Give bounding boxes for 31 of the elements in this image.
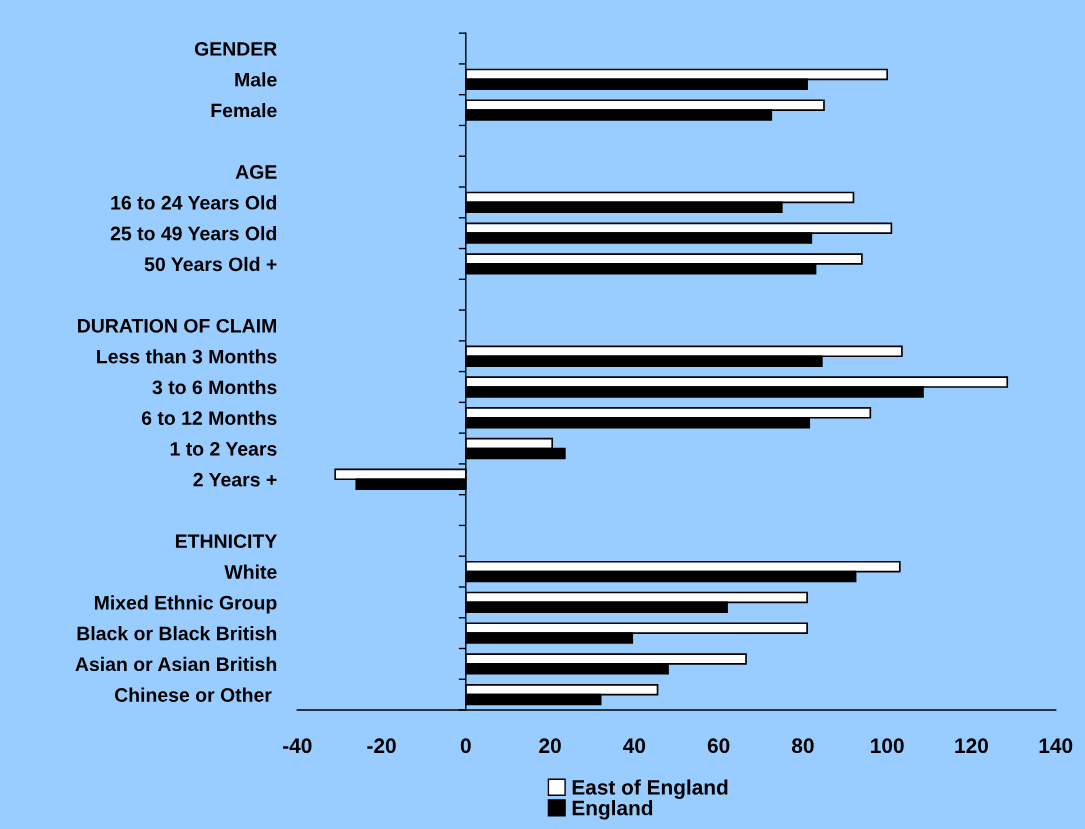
y-tick-label: Asian or Asian British — [75, 656, 277, 672]
y-tick-label: 2 Years + — [193, 472, 277, 487]
x-tick-label: -20 — [367, 738, 396, 754]
y-tick-label: Mixed Ethnic Group — [94, 595, 277, 614]
y-tick-label: Male — [235, 72, 277, 87]
x-tick-label: 60 — [707, 738, 730, 754]
y-tick-label: DURATION OF CLAIM — [78, 318, 276, 333]
x-tick-label: -40 — [283, 738, 312, 754]
y-tick-label: Chinese or Other — [114, 687, 272, 702]
y-tick-label: Black or Black British — [77, 626, 277, 641]
y-tick-label: White — [224, 564, 277, 579]
x-tick-label: 80 — [791, 738, 814, 754]
y-tick-label: 16 to 24 Years Old — [111, 195, 277, 210]
y-tick-label: 6 to 12 Months — [141, 410, 277, 425]
y-tick-label: 3 to 6 Months — [152, 379, 277, 395]
y-tick-label: 1 to 2 Years — [170, 441, 277, 456]
x-tick-label: 0 — [460, 738, 471, 754]
y-tick-label: AGE — [235, 165, 277, 179]
y-tick-label: 25 to 49 Years Old — [110, 226, 277, 241]
y-tick-label: Female — [211, 103, 277, 118]
x-tick-label: 100 — [871, 738, 904, 754]
y-tick-label: GENDER — [194, 42, 277, 56]
legend-label: East of England — [572, 779, 728, 799]
x-tick-label: 140 — [1039, 738, 1073, 754]
x-tick-label: 120 — [955, 738, 988, 754]
legend-label: England — [572, 800, 653, 820]
y-tick-label: ETHNICITY — [175, 534, 277, 549]
x-tick-label: 20 — [539, 738, 561, 754]
x-tick-label: 40 — [623, 738, 646, 754]
y-tick-label: 50 Years Old + — [144, 256, 277, 272]
y-tick-label: Less than 3 Months — [97, 349, 277, 364]
